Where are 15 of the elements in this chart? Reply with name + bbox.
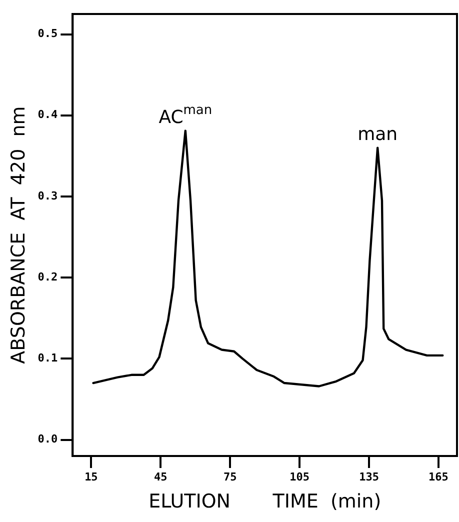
x-tick-label: 165 [428,470,448,484]
x-tick-label: 75 [223,470,237,484]
x-axis-title: ELUTION TIME (min) [148,490,382,513]
y-tick-label: 0.0 [38,432,58,446]
y-axis-title: ABSORBANCE AT 420 nm [7,106,30,364]
y-tick-label: 0.4 [38,108,58,122]
y-tick-label: 0.3 [38,189,58,202]
annotation: man [358,124,398,145]
y-tick-label: 0.5 [38,27,58,40]
y-tick-label: 0.2 [38,270,58,284]
x-tick-label: 135 [359,470,379,484]
x-tick-label: 105 [290,470,310,484]
x-tick-label: 45 [154,470,168,484]
y-tick-label: 0.1 [38,352,58,365]
x-tick-label: 15 [84,470,98,484]
